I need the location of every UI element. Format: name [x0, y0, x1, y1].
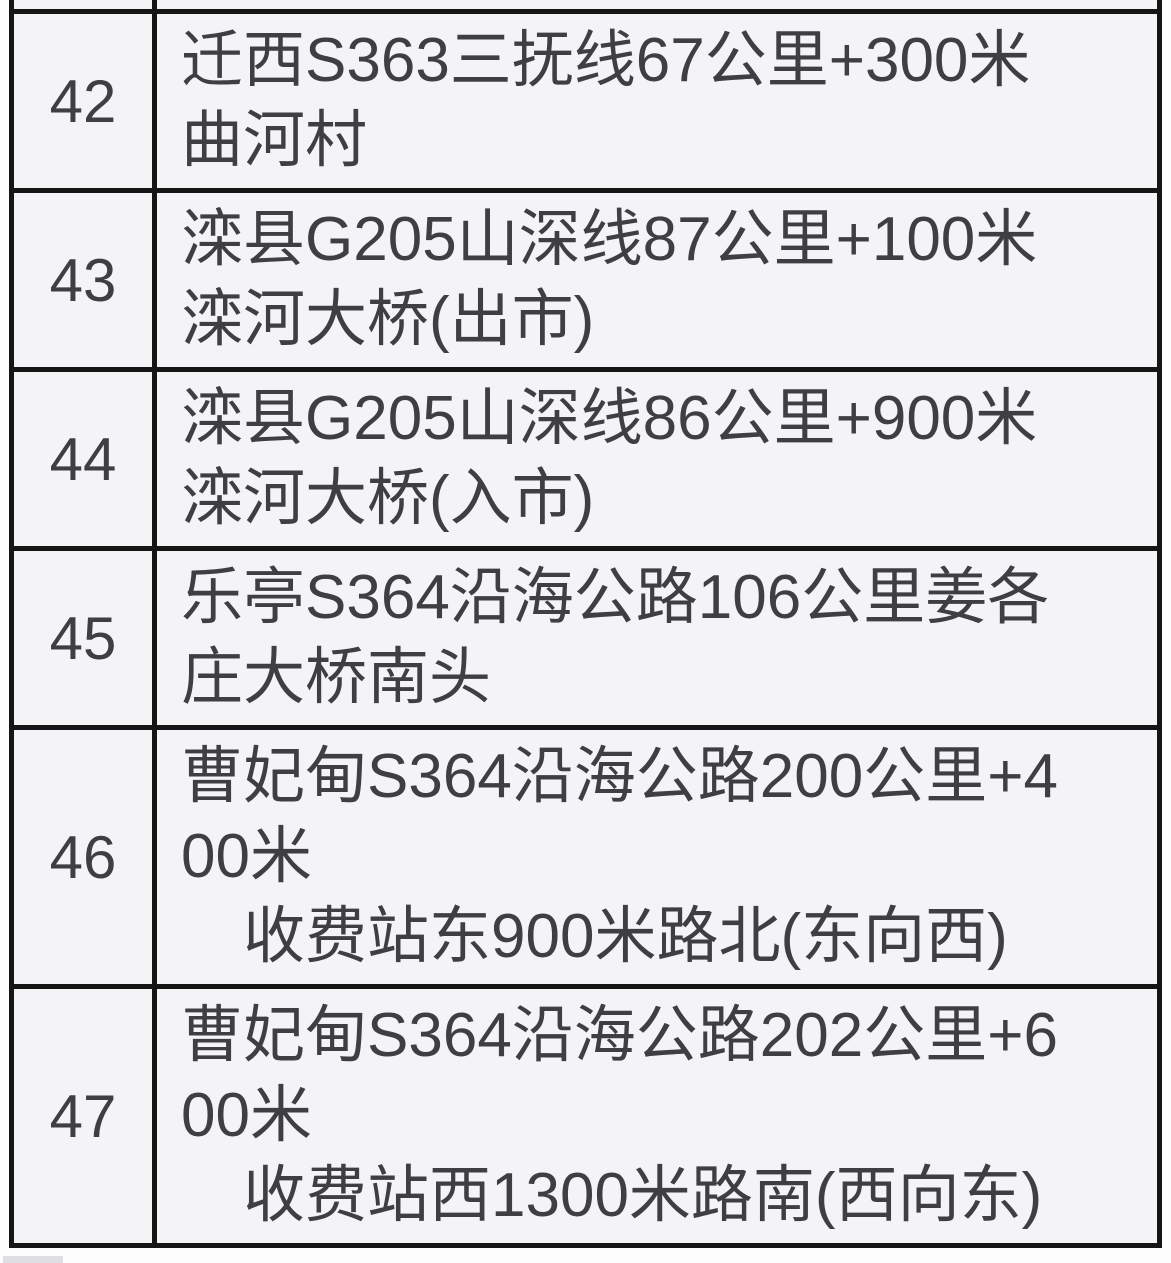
row-text-line: 收费站东900米路北(东向西) — [181, 902, 1008, 971]
row-text-line: 曹妃甸S364沿海公路202公里+6 — [181, 1001, 1058, 1070]
row-text: 滦县G205山深线86公里+900米 滦河大桥(入市) — [152, 367, 1162, 551]
row-number: 47 — [9, 984, 157, 1248]
table-row: 45 乐亭S364沿海公路106公里姜各 庄大桥南头 — [9, 546, 1162, 730]
previous-row-partial — [9, 0, 1162, 9]
row-text: 曹妃甸S364沿海公路200公里+4 00米 收费站东900米路北(东向西) — [152, 725, 1162, 989]
row-number: 43 — [9, 188, 157, 372]
row-text: 滦县G205山深线87公里+100米 滦河大桥(出市) — [152, 188, 1162, 372]
row-text-line: 曲河村 — [181, 106, 368, 175]
table-row: 46 曹妃甸S364沿海公路200公里+4 00米 收费站东900米路北(东向西) — [9, 725, 1162, 989]
row-text-line: 滦河大桥(出市) — [181, 285, 595, 354]
row-text: 乐亭S364沿海公路106公里姜各 庄大桥南头 — [152, 546, 1162, 730]
table-body: 42 迁西S363三抚线67公里+300米 曲河村 43 滦县G205山深线87公… — [9, 9, 1162, 1248]
camera-location-table: 42 迁西S363三抚线67公里+300米 曲河村 43 滦县G205山深线87公… — [9, 9, 1162, 1248]
row-number: 44 — [9, 367, 157, 551]
table-row: 44 滦县G205山深线86公里+900米 滦河大桥(入市) — [9, 367, 1162, 551]
row-text: 曹妃甸S364沿海公路202公里+6 00米 收费站西1300米路南(西向东) — [152, 984, 1162, 1248]
row-text-line: 滦河大桥(入市) — [181, 464, 595, 533]
row-text: 迁西S363三抚线67公里+300米 曲河村 — [152, 9, 1162, 193]
row-text-line: 滦县G205山深线86公里+900米 — [181, 384, 1038, 453]
row-number: 45 — [9, 546, 157, 730]
row-text-line: 庄大桥南头 — [181, 643, 492, 712]
table-row: 47 曹妃甸S364沿海公路202公里+6 00米 收费站西1300米路南(西向东… — [9, 984, 1162, 1248]
row-text-line: 乐亭S364沿海公路106公里姜各 — [181, 563, 1050, 632]
row-text-line: 00米 — [181, 1081, 312, 1150]
row-number: 42 — [9, 9, 157, 193]
row-text-line: 00米 — [181, 822, 312, 891]
next-section-edge — [3, 1256, 63, 1263]
table-row: 43 滦县G205山深线87公里+100米 滦河大桥(出市) — [9, 188, 1162, 372]
row-text-line: 收费站西1300米路南(西向东) — [181, 1161, 1043, 1230]
column-divider — [152, 0, 157, 9]
row-text-line: 迁西S363三抚线67公里+300米 — [181, 26, 1031, 95]
row-number: 46 — [9, 725, 157, 989]
table-row: 42 迁西S363三抚线67公里+300米 曲河村 — [9, 9, 1162, 193]
row-text-line: 滦县G205山深线87公里+100米 — [181, 205, 1038, 274]
row-text-line: 曹妃甸S364沿海公路200公里+4 — [181, 742, 1058, 811]
